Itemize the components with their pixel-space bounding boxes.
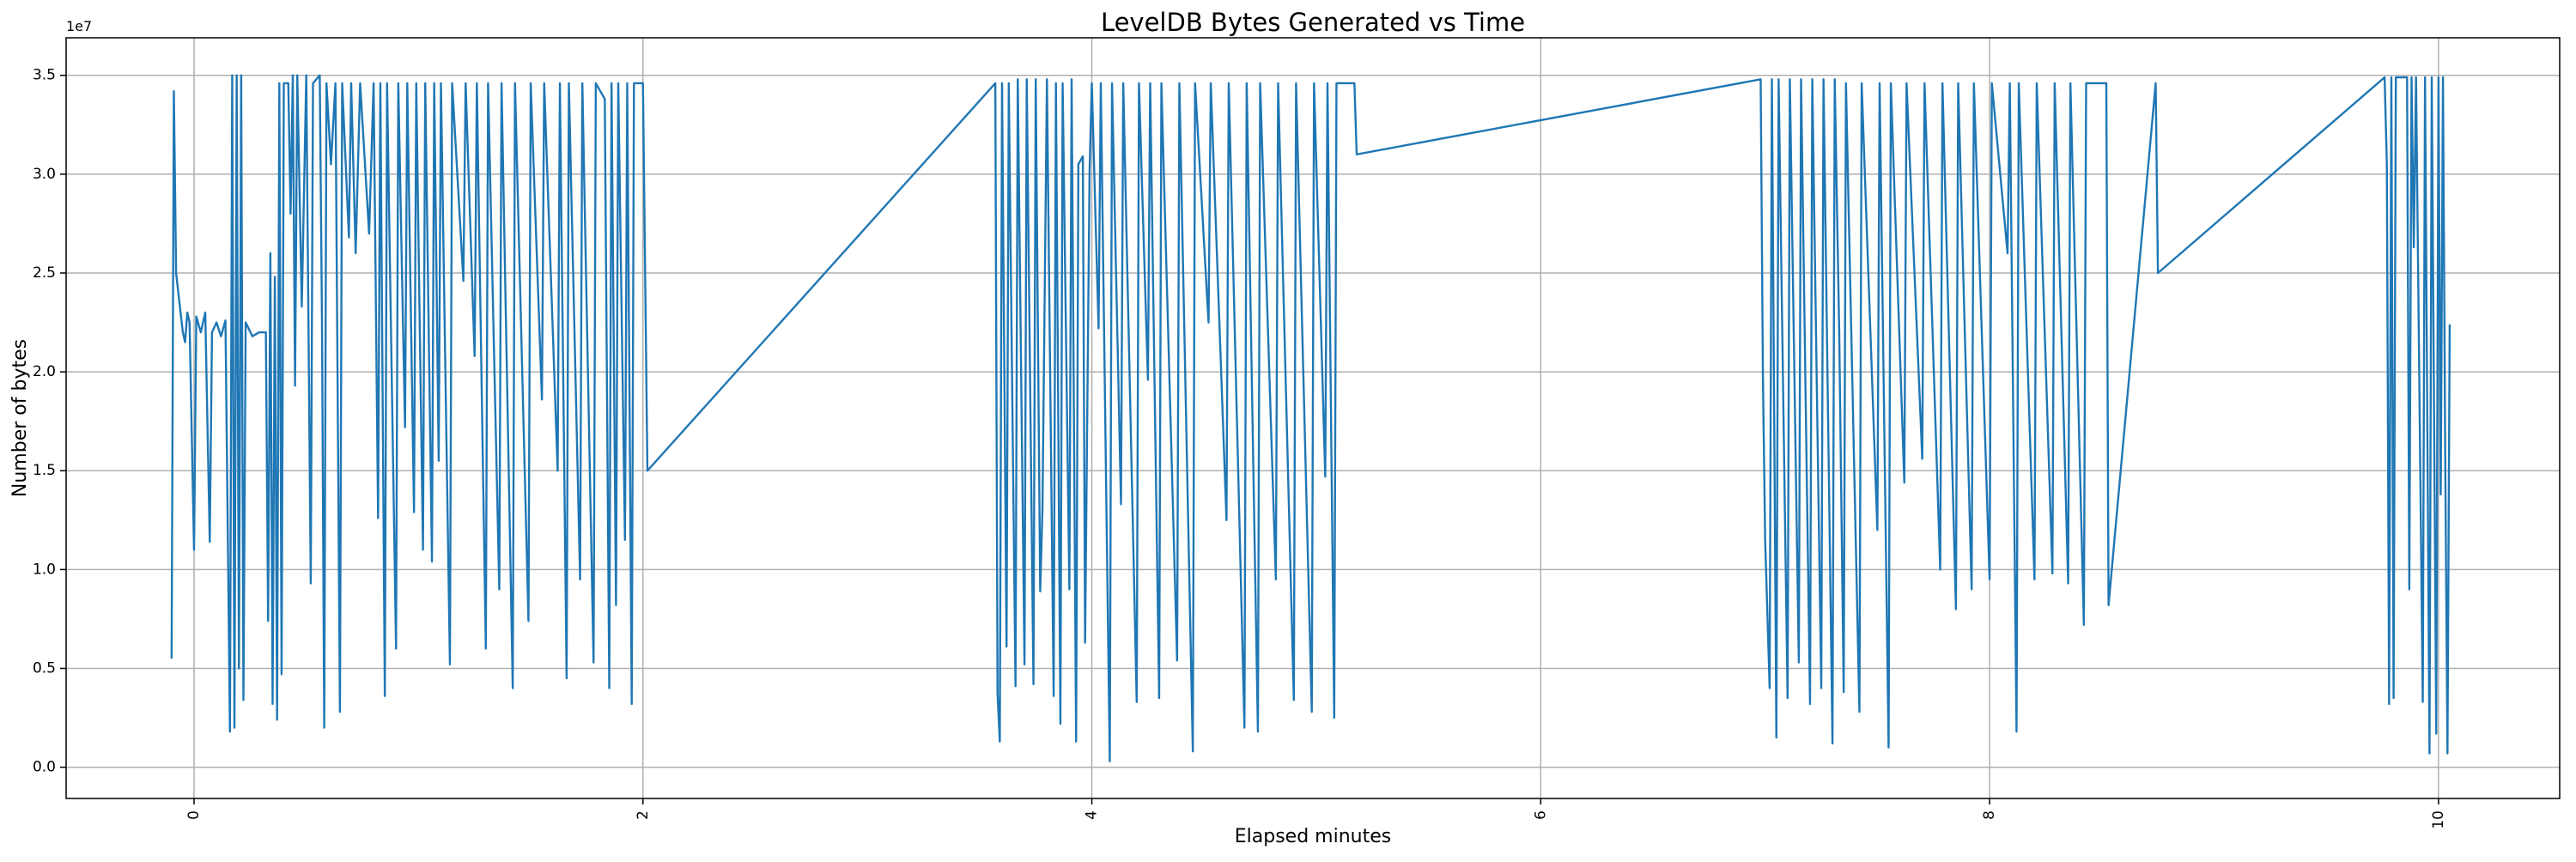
- y-tick-label: 1.5: [33, 462, 56, 479]
- plot-frame: [65, 37, 2561, 799]
- y-tick-label: 0.0: [33, 759, 56, 776]
- x-tick-label: 2: [635, 810, 652, 820]
- data-line: [170, 74, 2451, 762]
- x-tick-label: 8: [1981, 810, 1998, 820]
- chart-title: LevelDB Bytes Generated vs Time: [1101, 8, 1525, 37]
- x-tick-label: 0: [185, 810, 203, 820]
- y-tick-label: 0.5: [33, 659, 56, 677]
- y-tick-label: 3.5: [33, 67, 56, 84]
- x-axis-label: Elapsed minutes: [1235, 826, 1391, 847]
- y-offset-label: 1e7: [66, 18, 92, 34]
- y-tick-label: 1.0: [33, 561, 56, 578]
- y-axis-label: Number of bytes: [9, 339, 31, 497]
- x-tick-label: 10: [2430, 810, 2447, 829]
- y-tick-label: 3.0: [33, 166, 56, 183]
- y-tick-label: 2.0: [33, 363, 56, 380]
- y-tick-label: 2.5: [33, 264, 56, 282]
- x-tick-label: 4: [1084, 810, 1101, 820]
- x-tick-label: 6: [1532, 810, 1549, 820]
